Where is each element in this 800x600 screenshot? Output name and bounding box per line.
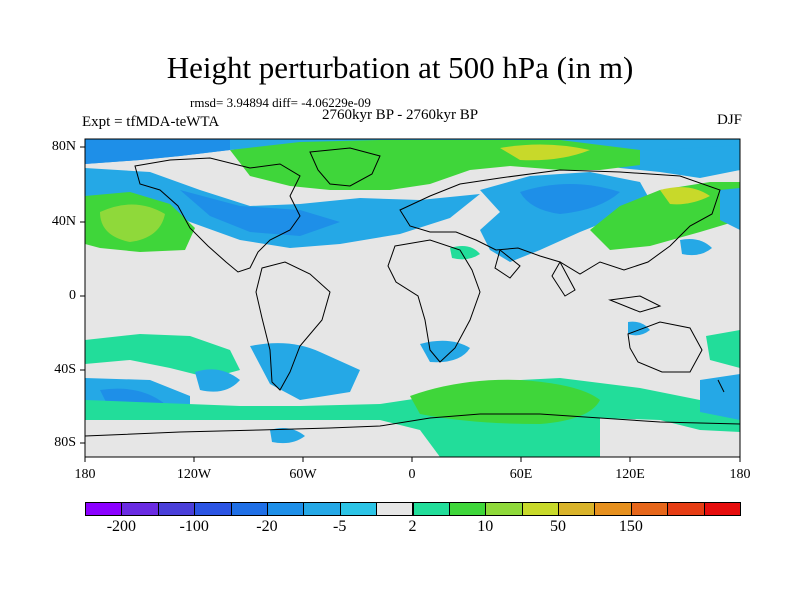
colorbar-swatch [448,502,487,516]
neutral-region [85,420,440,457]
colorbar-label: 2 [408,518,417,535]
negative-core [180,190,340,236]
positive-core [100,204,165,242]
colorbar-swatch [121,502,159,516]
africa-coast [387,239,481,363]
lat-tick-label: 40S [54,362,76,377]
indonesia-coast [608,295,662,313]
lon-tick-label: 180 [729,467,751,482]
colorbar-label: -5 [333,518,347,535]
colorbar-swatch [339,502,378,516]
colorbar-label: 50 [550,518,567,535]
colorbar-label: -100 [179,518,209,535]
colorbar-swatch [230,502,268,516]
experiment-label: Expt = tfMDA-teWTA [82,114,220,130]
negative-region [85,139,230,164]
colorbar-swatch [157,502,196,516]
eurasia-coast [399,169,721,275]
colorbar-swatch [630,502,669,516]
lon-tick-label: 60W [289,467,317,482]
antarctica-coast [85,413,740,437]
period-label: 2760kyr BP - 2760kyr BP [321,107,479,123]
colorbar-swatch [485,502,523,516]
lat-tick-label: 40N [51,214,76,229]
colorbar-label: -20 [256,518,278,535]
positive-region [85,334,240,378]
lon-tick-label: 60E [509,467,533,482]
colorbar-swatch [558,502,596,516]
tick-marks [80,146,741,462]
lon-tick-label: 120W [176,467,212,482]
positive-core [500,144,590,161]
colorbar-label: -200 [106,518,137,535]
colorbar [85,502,741,516]
colorbar-swatch [85,502,123,516]
australia-coast [627,321,703,373]
colorbar-swatch [521,502,560,516]
negative-region [195,369,240,392]
colorbar-swatch [303,502,341,516]
negative-region [720,188,740,230]
negative-region [85,168,480,248]
colorbar-swatch [667,502,705,516]
field-layer [85,139,740,457]
neutral-region [600,418,740,457]
negative-core [520,184,620,214]
plot-title: Height perturbation at 500 hPa (in m) [166,50,634,85]
statistics-label: rmsd= 3.94894 diff= -4.06229e-09 [190,95,371,110]
colorbar-swatch [194,502,232,516]
negative-region [660,145,740,176]
lat-tick-label: 0 [69,288,76,303]
negative-region [680,239,712,256]
arabia-coast [494,249,521,279]
colorbar-swatch [266,502,305,516]
positive-core [660,187,710,205]
colorbar-swatch [412,502,450,516]
season-label: DJF [716,112,742,128]
positive-region [706,330,740,368]
north-america-coast [134,157,301,273]
new-zealand-coast [717,379,725,393]
greenland-coast [309,147,381,187]
colorbar-label: 150 [618,518,643,535]
india-coast [551,260,576,297]
lat-tick-label: 80S [54,435,76,450]
colorbar-swatch [703,502,741,516]
negative-region [250,343,360,400]
negative-region [420,340,470,363]
negative-region [700,374,740,420]
colorbar-swatch [376,502,414,516]
colorbar-label: 10 [477,518,494,535]
colorbar-swatch [594,502,632,516]
lon-tick-label: 180 [74,467,96,482]
negative-region [270,428,305,444]
lon-tick-label: 0 [408,467,416,482]
lat-tick-label: 80N [51,139,76,154]
coastlines [85,147,740,437]
lon-tick-label: 120E [615,467,645,482]
south-america-coast [255,261,331,391]
positive-core [410,379,600,424]
